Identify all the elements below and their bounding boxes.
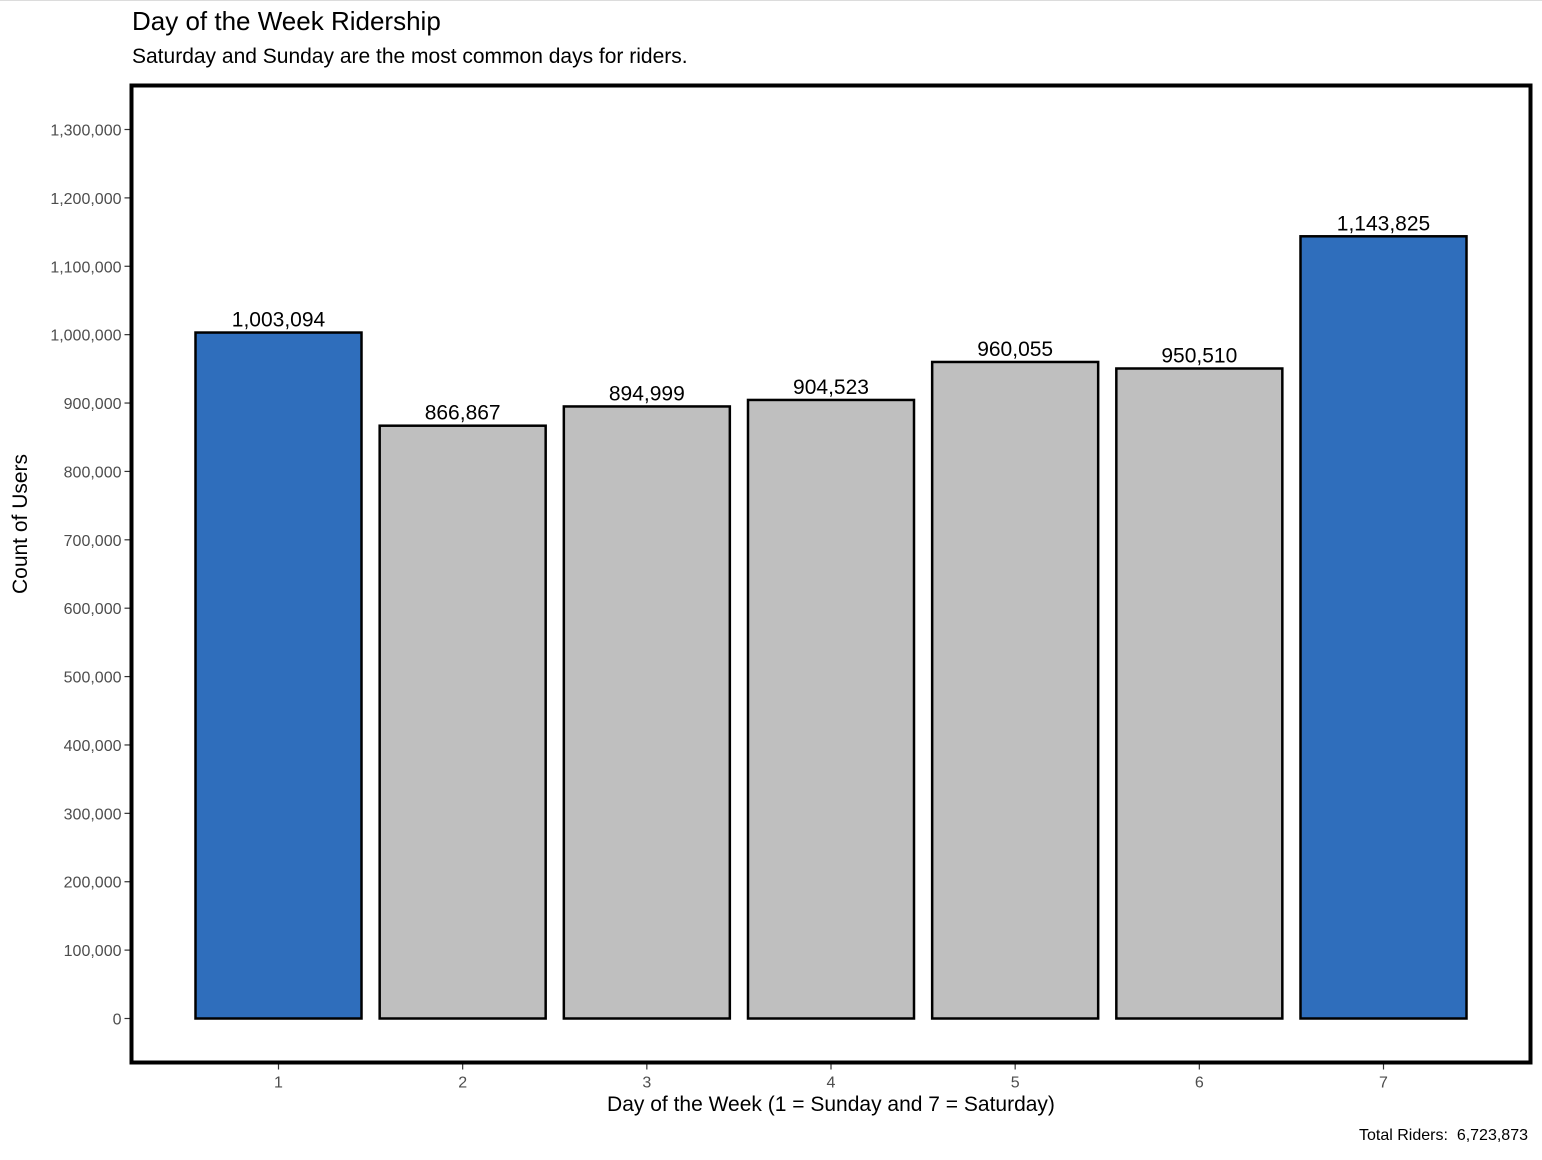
x-tick-label: 2 — [458, 1075, 467, 1092]
total-riders-caption: Total Riders: 6,723,873 — [1359, 1127, 1528, 1144]
bar-value-label: 894,999 — [609, 382, 685, 405]
bar-value-label: 1,143,825 — [1337, 212, 1430, 235]
y-tick-label: 900,000 — [64, 396, 122, 413]
bar-value-label: 866,867 — [425, 402, 501, 425]
y-tick-label: 100,000 — [64, 943, 122, 960]
bar-value-label: 904,523 — [793, 376, 869, 399]
bar-day-6 — [1115, 367, 1284, 1020]
x-axis: 1 2 3 4 5 6 7 — [274, 1062, 1388, 1092]
y-axis: 0 100,000 200,000 300,000 400,000 500,000 600,… — [50, 123, 132, 1029]
x-tick-label: 4 — [827, 1075, 836, 1092]
y-tick-label: 600,000 — [64, 601, 122, 618]
x-axis-title: Day of the Week (1 = Sunday and 7 = Satu… — [607, 1093, 1055, 1116]
y-tick-label: 200,000 — [64, 875, 122, 892]
x-tick-label: 3 — [642, 1075, 651, 1092]
y-tick-label: 1,100,000 — [50, 259, 121, 276]
bar-day-2 — [378, 424, 547, 1020]
y-tick-label: 1,300,000 — [50, 123, 121, 140]
y-tick-label: 400,000 — [64, 738, 122, 755]
y-tick-label: 800,000 — [64, 464, 122, 481]
y-axis-title: Count of Users — [9, 454, 32, 594]
bar-day-7 — [1299, 235, 1468, 1020]
chart-title: Day of the Week Ridership — [132, 6, 441, 36]
y-tick-label: 700,000 — [64, 533, 122, 550]
chart-subtitle: Saturday and Sunday are the most common … — [132, 45, 688, 68]
x-tick-label: 7 — [1379, 1075, 1388, 1092]
bars — [194, 235, 1468, 1020]
bar-day-1 — [194, 331, 363, 1020]
x-tick-label: 6 — [1195, 1075, 1204, 1092]
bar-value-label: 960,055 — [977, 338, 1053, 361]
data-labels: 1,003,094 866,867 894,999 904,523 960,055 950… — [232, 212, 1430, 424]
panel-border — [129, 83, 1533, 1065]
bar-value-label: 950,510 — [1161, 344, 1237, 367]
y-tick-label: 0 — [113, 1012, 122, 1029]
bar-day-3 — [562, 405, 732, 1020]
y-tick-label: 300,000 — [64, 806, 122, 823]
bar-day-4 — [746, 398, 916, 1020]
top-rule — [0, 0, 1542, 1]
y-tick-label: 1,200,000 — [50, 191, 121, 208]
y-tick-label: 500,000 — [64, 670, 122, 687]
bar-day-5 — [930, 360, 1100, 1020]
x-tick-label: 1 — [274, 1075, 283, 1092]
y-tick-label: 1,000,000 — [50, 328, 121, 345]
bar-value-label: 1,003,094 — [232, 309, 326, 332]
x-tick-label: 5 — [1011, 1075, 1020, 1092]
